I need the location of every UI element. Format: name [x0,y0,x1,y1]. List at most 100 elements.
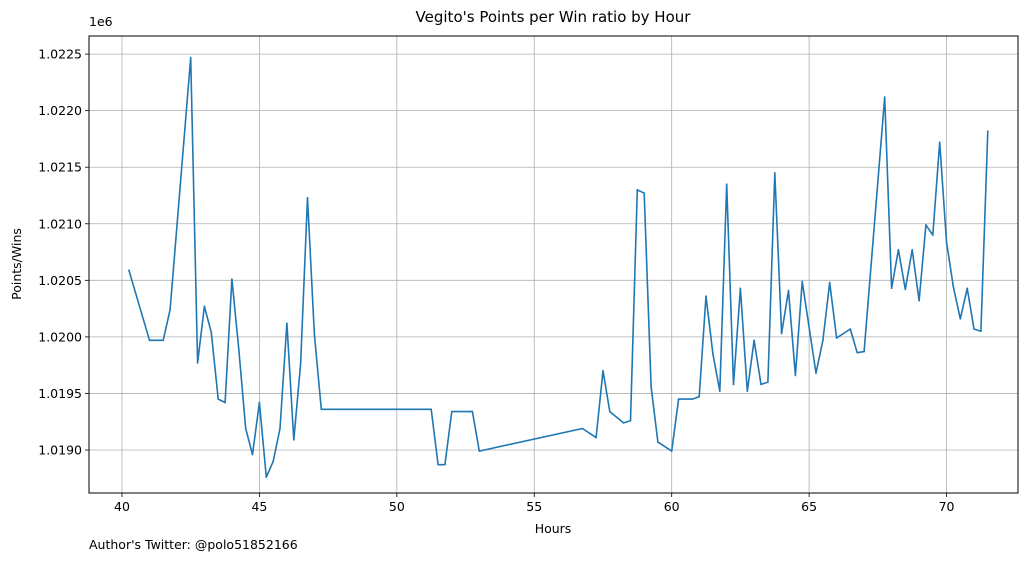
data-point [774,172,776,174]
data-point [609,410,611,413]
y-tick-label: 1.0210 [38,216,82,231]
data-point [196,362,199,364]
x-axis-label: Hours [535,521,572,536]
data-point [189,56,192,59]
data-point [670,450,673,452]
data-point [753,339,755,342]
data-point [595,436,597,439]
y-tick-label: 1.0205 [38,273,82,288]
data-point [162,339,164,342]
data-point [904,288,907,291]
data-point [780,332,783,335]
data-point [602,370,604,372]
data-point [835,337,838,339]
data-point [265,476,268,479]
data-point [801,280,803,283]
data-point [918,299,920,302]
data-point [739,287,742,290]
data-point [650,385,652,388]
data-point [966,287,968,290]
data-point [932,234,934,236]
data-point [849,328,852,330]
data-point [883,96,886,98]
data-point [238,348,240,351]
data-point [987,130,989,132]
data-point [622,422,625,424]
y-tick-label: 1.0195 [38,386,82,401]
y-tick-label: 1.0200 [38,329,82,344]
data-point [657,441,659,443]
data-point [959,318,962,320]
series-layer [128,56,989,479]
y-axis-label: Points/Wins [9,228,24,300]
plot-frame [88,35,1019,494]
data-point [128,269,130,272]
data-point [925,224,927,226]
x-tick-label: 55 [526,499,542,514]
data-point [828,281,831,284]
data-point [203,305,206,308]
data-point [148,339,151,342]
data-point [430,408,433,411]
data-point [299,363,302,365]
data-point [437,463,439,466]
data-point [169,308,171,311]
data-point [279,427,281,430]
data-point [244,427,247,430]
data-point [286,322,288,325]
author-credit: Author's Twitter: @polo51852166 [89,537,298,552]
data-point [677,398,680,400]
x-tick-label: 70 [939,499,955,514]
data-point [581,427,584,430]
data-point [746,390,749,393]
data-point [794,374,797,377]
data-point [815,372,817,374]
data-point [643,192,645,194]
data-point [210,331,213,334]
data-point [952,286,955,288]
data-point [629,419,632,422]
data-point [719,390,721,393]
y-tick-label: 1.0220 [38,103,82,118]
series-line [128,56,989,479]
x-tick-label: 50 [389,499,405,514]
data-point [890,287,893,290]
data-point [224,401,226,404]
data-point [320,408,323,411]
data-point [293,439,295,441]
data-point [231,278,233,281]
data-point [471,410,474,413]
y-tick-label: 1.0215 [38,160,82,175]
data-point [822,339,824,342]
data-point [478,450,481,452]
data-point [691,398,694,400]
chart-title: Vegito's Points per Win ratio by Hour [416,8,692,26]
data-point [760,383,762,386]
data-point [313,333,316,336]
grid-lines [89,36,1018,493]
data-point [258,401,261,404]
data-point [217,398,219,400]
data-point [306,197,309,199]
x-tick-label: 60 [664,499,680,514]
data-point [980,330,982,333]
x-tick-label: 45 [251,499,267,514]
data-point [973,328,975,330]
y-tick-label: 1.0190 [38,443,82,458]
data-point [911,249,913,251]
data-point [444,463,446,466]
y-tick-label: 1.0225 [38,47,82,62]
y-offset-label: 1e6 [89,14,113,29]
data-point [897,249,900,251]
data-point [712,353,714,355]
data-point [945,241,948,243]
data-point [636,189,639,191]
data-point [787,289,790,292]
data-point [698,396,700,398]
data-point [938,141,941,144]
data-point [272,460,275,463]
data-point [725,183,728,185]
axis-ticks: 40 45 50 55 60 65 70 1.0190 1.0195 1.0200 1.0205 1.… [38,47,954,514]
x-tick-label: 40 [114,499,130,514]
